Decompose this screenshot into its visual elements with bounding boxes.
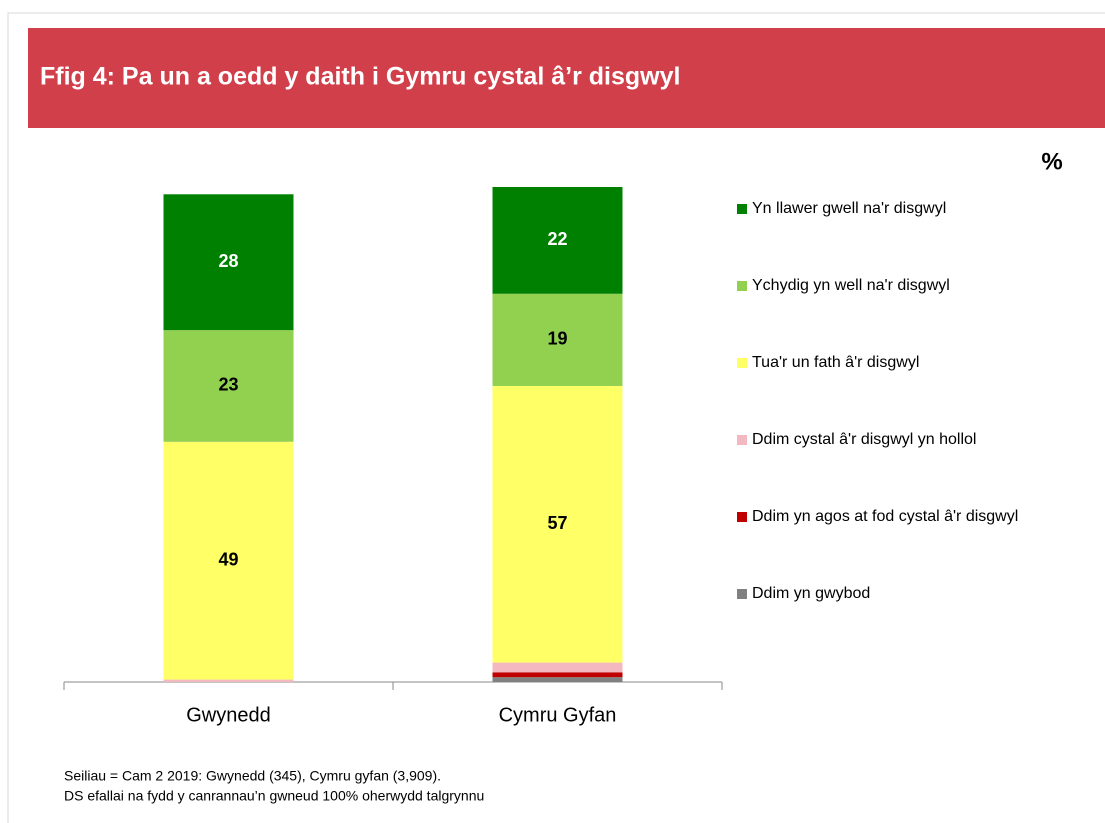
legend-item: Yn llawer gwell na'r disgwyl [737,200,1067,218]
bar-segment [163,330,294,442]
frame [7,12,1105,823]
data-label: 23 [218,375,238,395]
chart-title: Ffig 4: Pa un a oedd y daith i Gymru cys… [40,63,680,91]
legend-swatch [737,435,747,445]
bar-segment [492,385,623,663]
legend-swatch [737,358,747,368]
bar-segment [163,441,294,680]
legend-swatch [737,589,747,599]
legend-item: Ychydig yn well na'r disgwyl [737,277,1067,295]
bar-segment [163,679,294,682]
data-label: 49 [218,549,238,569]
data-label: 57 [547,513,567,533]
legend-label: Ddim cystal â'r disgwyl yn hollol [752,431,977,448]
data-label: 28 [218,251,238,271]
legend-label: Ychydig yn well na'r disgwyl [752,277,950,294]
legend-label: Ddim yn gwybod [752,585,871,602]
x-tick-label: Cymru Gyfan [499,704,617,726]
legend-swatch [737,512,747,522]
legend-label: Yn llawer gwell na'r disgwyl [752,200,947,217]
legend-item: Ddim yn agos at fod cystal â'r disgwyl [737,508,1067,526]
legend-item: Ddim cystal â'r disgwyl yn hollol [737,431,1067,449]
x-tick-label: Gwynedd [186,704,271,726]
legend-swatch [737,281,747,291]
legend-item: Ddim yn gwybod [737,585,1067,603]
legend-item: Tua'r un fath â'r disgwyl [737,354,1067,372]
footnote: DS efallai na fydd y canrannau’n gwneud … [64,788,484,804]
bar-segment [492,672,623,678]
data-label: 19 [547,329,567,349]
unit-label: % [1041,148,1062,175]
bar-segment [163,194,294,331]
legend-label: Tua'r un fath â'r disgwyl [752,354,920,371]
legend-label: Ddim yn agos at fod cystal â'r disgwyl [752,508,1019,525]
bar-segment [492,187,623,294]
bar-segment [492,677,623,682]
footnote: Seiliau = Cam 2 2019: Gwynedd (345), Cym… [64,768,441,784]
header-band [28,28,1105,128]
legend-swatch [737,204,747,214]
data-label: 22 [547,229,567,249]
bar-segment [492,662,623,673]
bar-segment [492,293,623,386]
